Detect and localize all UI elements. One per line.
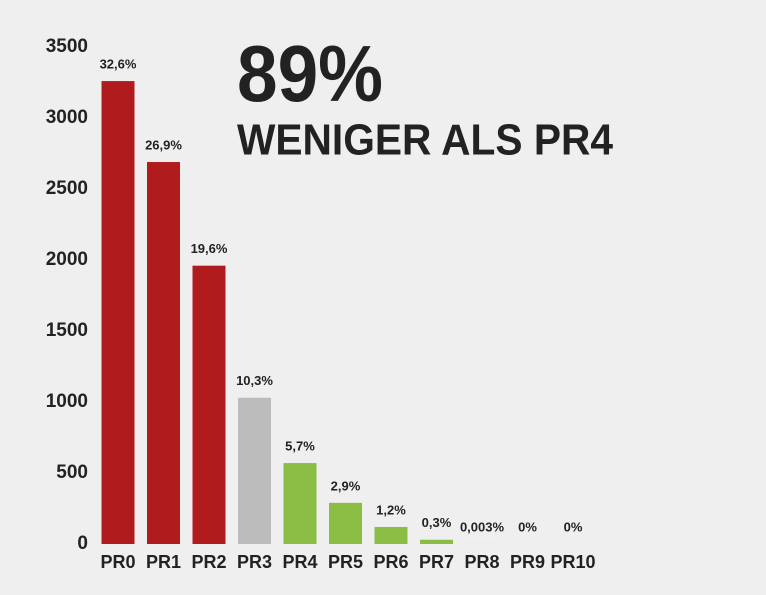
value-label: 0,3% bbox=[422, 515, 452, 530]
x-tick-label: PR7 bbox=[419, 552, 454, 572]
x-tick-label: PR6 bbox=[373, 552, 408, 572]
y-tick-label: 3500 bbox=[46, 36, 88, 57]
y-tick-label: 0 bbox=[77, 533, 88, 554]
value-label: 2,9% bbox=[331, 478, 361, 493]
y-tick-label: 2500 bbox=[46, 178, 88, 199]
x-tick-label: PR4 bbox=[282, 552, 317, 572]
headline-number: 89% bbox=[237, 29, 383, 118]
y-tick-label: 1000 bbox=[46, 391, 88, 412]
x-tick-label: PR1 bbox=[146, 552, 181, 572]
value-label: 19,6% bbox=[191, 241, 228, 256]
x-tick-label: PR3 bbox=[237, 552, 272, 572]
bar bbox=[238, 397, 271, 544]
headline-text: WENIGER ALS PR4 bbox=[237, 116, 613, 165]
bar bbox=[192, 265, 226, 544]
y-tick-label: 2000 bbox=[46, 249, 88, 270]
value-label: 10,3% bbox=[236, 373, 273, 388]
y-tick-label: 1500 bbox=[46, 320, 88, 341]
bar bbox=[374, 526, 408, 544]
x-tick-label: PR5 bbox=[328, 552, 363, 572]
bar bbox=[283, 463, 317, 544]
x-tick-label: PR2 bbox=[191, 552, 226, 572]
value-label: 0% bbox=[518, 519, 537, 534]
x-tick-label: PR0 bbox=[100, 552, 135, 572]
value-label: 26,9% bbox=[145, 137, 182, 152]
y-tick-label: 3000 bbox=[46, 107, 88, 128]
value-label: 32,6% bbox=[100, 57, 137, 72]
bar bbox=[329, 502, 362, 544]
bar bbox=[420, 539, 453, 544]
value-label: 0% bbox=[564, 519, 583, 534]
bar bbox=[101, 81, 135, 544]
x-tick-label: PR9 bbox=[510, 552, 545, 572]
x-tick-label: PR8 bbox=[464, 552, 499, 572]
value-label: 0,003% bbox=[460, 519, 505, 534]
x-tick-label: PR10 bbox=[550, 552, 595, 572]
value-label: 5,7% bbox=[285, 438, 315, 453]
value-label: 1,2% bbox=[376, 502, 406, 517]
y-tick-label: 500 bbox=[56, 462, 88, 483]
bar bbox=[147, 162, 180, 544]
